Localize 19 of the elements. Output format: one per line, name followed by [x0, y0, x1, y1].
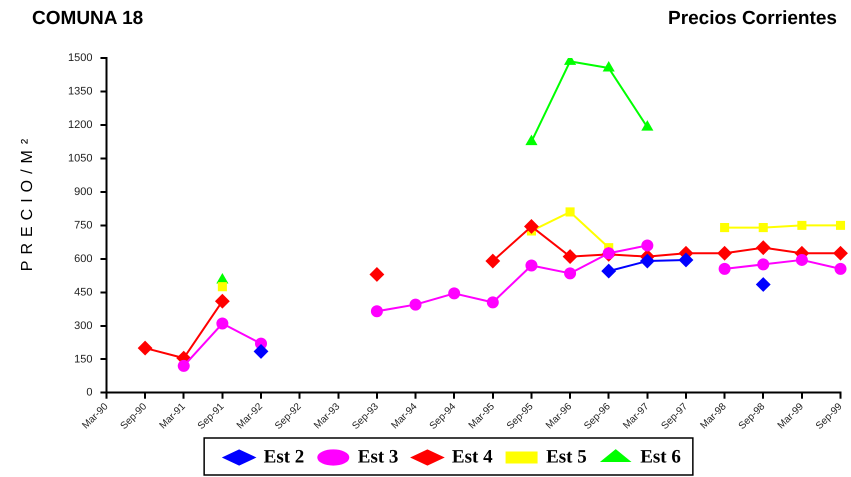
legend-label: Est 3 — [358, 446, 398, 468]
y-tick-label: 150 — [74, 353, 92, 366]
y-tick-label: 300 — [74, 320, 92, 332]
y-tick-label: 1350 — [68, 86, 92, 98]
legend-label: Est 5 — [546, 446, 587, 468]
legend-label: Est 2 — [264, 446, 304, 468]
y-tick-label: 1200 — [68, 118, 92, 131]
y-tick-label: 1050 — [68, 152, 92, 164]
y-tick-label: 0 — [86, 386, 92, 399]
legend-label: Est 6 — [640, 446, 681, 468]
chart-title: COMUNA 18 — [32, 8, 144, 30]
chart-subtitle: Precios Corrientes — [668, 8, 837, 30]
y-tick-label: 1500 — [68, 52, 92, 64]
legend-label: Est 4 — [452, 446, 494, 468]
y-tick-label: 600 — [74, 252, 92, 265]
y-tick-label: 450 — [74, 286, 92, 298]
y-tick-label: 750 — [74, 219, 92, 232]
y-tick-label: 900 — [74, 186, 92, 198]
y-axis-title: PRECIO/M² — [19, 132, 37, 272]
